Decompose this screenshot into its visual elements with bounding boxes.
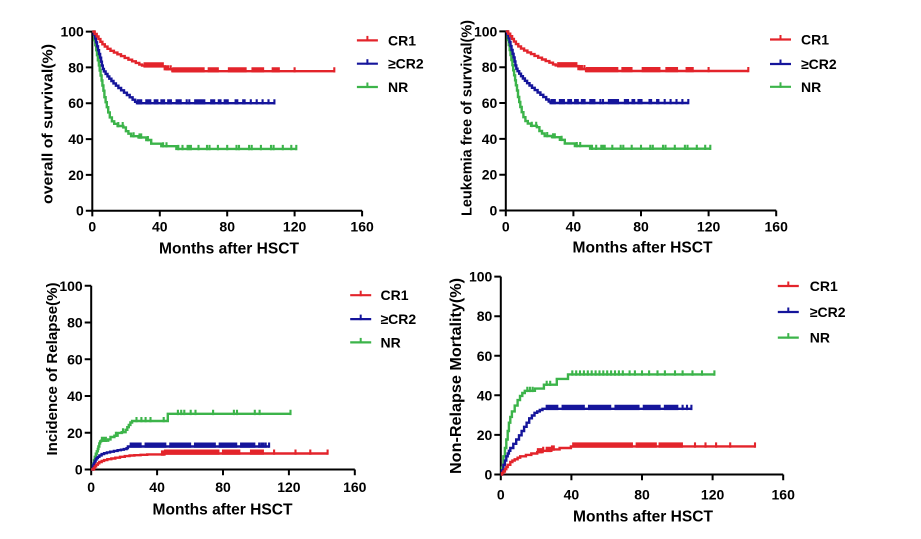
- svg-text:80: 80: [634, 487, 650, 503]
- svg-text:NR: NR: [801, 79, 821, 95]
- svg-text:40: 40: [149, 479, 165, 495]
- svg-text:40: 40: [152, 219, 168, 235]
- svg-text:100: 100: [469, 269, 493, 285]
- svg-text:NR: NR: [381, 334, 401, 350]
- svg-text:60: 60: [482, 95, 498, 111]
- svg-text:100: 100: [474, 23, 498, 39]
- svg-text:overall of survival(%): overall of survival(%): [39, 44, 56, 204]
- svg-text:Incidence of Relapse(%): Incidence of Relapse(%): [44, 282, 61, 455]
- svg-text:40: 40: [566, 219, 582, 235]
- svg-text:160: 160: [765, 219, 789, 235]
- svg-text:0: 0: [76, 203, 84, 219]
- svg-text:120: 120: [697, 219, 721, 235]
- svg-text:CR1: CR1: [801, 32, 829, 48]
- svg-text:120: 120: [277, 479, 301, 495]
- svg-text:80: 80: [633, 219, 649, 235]
- svg-text:20: 20: [477, 427, 493, 443]
- svg-text:0: 0: [75, 462, 83, 478]
- svg-text:80: 80: [68, 59, 84, 75]
- svg-text:≥CR2: ≥CR2: [810, 304, 846, 320]
- svg-text:0: 0: [497, 487, 505, 503]
- svg-text:CR1: CR1: [810, 278, 838, 294]
- svg-text:80: 80: [67, 315, 83, 331]
- svg-text:40: 40: [477, 387, 493, 403]
- svg-text:CR1: CR1: [388, 32, 416, 48]
- svg-text:160: 160: [343, 479, 367, 495]
- svg-text:40: 40: [564, 487, 580, 503]
- svg-text:Months after HSCT: Months after HSCT: [153, 502, 293, 519]
- svg-text:0: 0: [490, 203, 498, 219]
- svg-text:160: 160: [772, 487, 796, 503]
- svg-text:80: 80: [215, 479, 231, 495]
- svg-text:80: 80: [219, 219, 235, 235]
- svg-text:40: 40: [68, 131, 84, 147]
- svg-text:20: 20: [482, 167, 498, 183]
- svg-text:NR: NR: [810, 330, 830, 346]
- svg-text:100: 100: [59, 278, 83, 294]
- svg-text:≥CR2: ≥CR2: [381, 311, 417, 327]
- svg-text:Months after HSCT: Months after HSCT: [159, 241, 299, 258]
- svg-text:Non-Relapse Mortality(%): Non-Relapse Mortality(%): [448, 278, 465, 474]
- svg-text:20: 20: [68, 167, 84, 183]
- svg-text:20: 20: [67, 425, 83, 441]
- svg-text:60: 60: [67, 351, 83, 367]
- svg-text:≥CR2: ≥CR2: [801, 56, 837, 72]
- svg-text:0: 0: [88, 219, 96, 235]
- svg-text:80: 80: [482, 59, 498, 75]
- svg-text:60: 60: [68, 95, 84, 111]
- svg-text:60: 60: [477, 348, 493, 364]
- svg-text:160: 160: [350, 219, 374, 235]
- svg-text:100: 100: [60, 24, 84, 40]
- svg-text:120: 120: [283, 219, 307, 235]
- svg-text:0: 0: [485, 467, 493, 483]
- svg-text:Months after HSCT: Months after HSCT: [573, 509, 713, 526]
- svg-text:40: 40: [67, 388, 83, 404]
- svg-text:80: 80: [477, 308, 493, 324]
- svg-text:NR: NR: [388, 79, 408, 95]
- svg-text:120: 120: [701, 487, 725, 503]
- svg-text:Months after HSCT: Months after HSCT: [573, 240, 713, 257]
- svg-text:0: 0: [502, 219, 510, 235]
- svg-text:Leukemia free of survival(%): Leukemia free of survival(%): [459, 20, 476, 216]
- svg-text:40: 40: [482, 131, 498, 147]
- svg-text:0: 0: [87, 479, 95, 495]
- svg-text:CR1: CR1: [381, 287, 409, 303]
- svg-text:≥CR2: ≥CR2: [388, 56, 424, 72]
